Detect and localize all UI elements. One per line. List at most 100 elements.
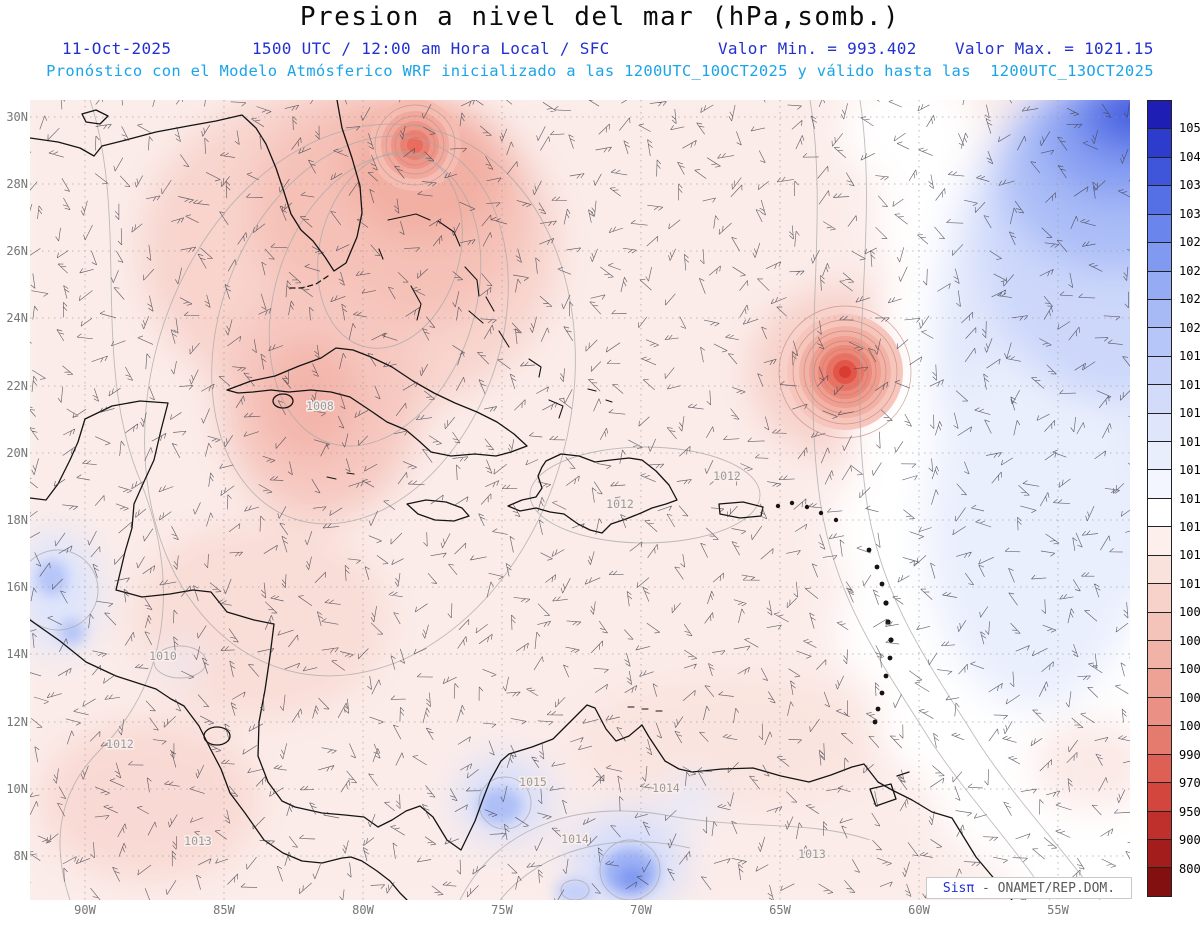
contour-label-layer: 1008 1010 1012 1012 1012 1013 1015 1014 1014 1013 [105, 398, 828, 863]
colorbar [1147, 100, 1172, 897]
contour-value-label: 1015 [519, 775, 547, 789]
colorbar-cell [1148, 555, 1171, 585]
isla-juventud [272, 393, 294, 409]
contour-value-label: 1012 [713, 469, 741, 483]
colorbar-cell [1148, 754, 1171, 784]
colorbar-cell [1148, 214, 1171, 244]
lat-tick-label: 26N [6, 244, 28, 258]
colorbar-tick-label: 1050 [1179, 121, 1200, 136]
lake-pontchartrain [81, 109, 109, 125]
pressure-shading-layer [30, 100, 1130, 900]
colorbar-tick-label: 970 [1179, 776, 1200, 791]
cyclone-east-symbol [778, 305, 912, 439]
colorbar-tick-label: 1000 [1179, 719, 1200, 734]
colorbar-cell [1148, 783, 1171, 812]
colorbar-cell [1148, 328, 1171, 357]
colorbar-tick-label: 1017 [1179, 406, 1200, 421]
colorbar-tick-label: 1008 [1179, 605, 1200, 620]
colorbar-tick-label: 1035 [1179, 178, 1200, 193]
coast-campeche [30, 418, 86, 501]
lat-tick-label: 20N [6, 446, 28, 460]
lon-tick-label: 90W [74, 903, 96, 917]
colorbar-cell [1148, 498, 1171, 528]
contour-value-label: 1008 [306, 399, 334, 413]
value-max-label: Valor Max. = 1021.15 [955, 39, 1154, 58]
contour-value-label: 1014 [561, 832, 589, 846]
coastline-layer [30, 100, 1013, 900]
colorbar-cell [1148, 385, 1171, 414]
contour-value-label: 1014 [652, 781, 680, 795]
lat-tick-label: 24N [6, 311, 28, 325]
colorbar-cell [1148, 584, 1171, 613]
lon-tick-label: 65W [769, 903, 791, 917]
colorbar-cell [1148, 527, 1171, 556]
colorbar-cell [1148, 470, 1171, 499]
colorbar-cell [1148, 868, 1171, 896]
coast-puerto-rico [718, 501, 764, 519]
colorbar-tick-label: 950 [1179, 804, 1200, 819]
lat-tick-label: 10N [6, 782, 28, 796]
valid-time-info: 1500 UTC / 12:00 am Hora Local / SFC [252, 39, 610, 58]
colorbar-tick-label: 1019 [1179, 349, 1200, 364]
forecast-description: Pronóstico con el Modelo Atmósferico WRF… [46, 62, 1154, 80]
colorbar-cell [1148, 157, 1171, 187]
abc-islands [627, 706, 663, 712]
colorbar-tick-label: 1006 [1179, 633, 1200, 648]
coast-gulf-florida [30, 100, 363, 272]
contour-value-label: 1012 [106, 737, 134, 751]
valid-date: 11-Oct-2025 [62, 39, 172, 58]
lat-tick-label: 16N [6, 580, 28, 594]
lon-tick-label: 75W [491, 903, 513, 917]
colorbar-tick-label: 1004 [1179, 662, 1200, 677]
colorbar-tick-label: 1015 [1179, 463, 1200, 478]
contour-value-label: 1012 [606, 497, 634, 511]
colorbar-tick-label: 1010 [1179, 576, 1200, 591]
wind-barbs-path [30, 100, 1130, 900]
colorbar-tick-label: 1025 [1179, 263, 1200, 278]
contour-value-label: 1013 [798, 847, 826, 861]
coast-jamaica [406, 499, 470, 522]
page-title: Presion a nivel del mar (hPa,somb.) [299, 2, 901, 32]
colorbar-cell [1148, 697, 1171, 727]
colorbar-tick-label: 1040 [1179, 149, 1200, 164]
coast-hispaniola [507, 453, 678, 534]
colorbar-tick-label: 1016 [1179, 434, 1200, 449]
colorbar-tick-label: 1022 [1179, 292, 1200, 307]
florida-keys [287, 275, 329, 289]
attribution-brand: Sisπ [942, 880, 975, 896]
colorbar-cell [1148, 243, 1171, 272]
cayman-islands [326, 472, 355, 480]
colorbar-tick-label: 1002 [1179, 690, 1200, 705]
lat-tick-label: 18N [6, 513, 28, 527]
value-min-label: Valor Min. = 993.402 [718, 39, 917, 58]
colorbar-cell [1148, 129, 1171, 158]
grid-layer [30, 100, 1130, 900]
colorbar-cell [1148, 839, 1171, 869]
lat-tick-label: 14N [6, 647, 28, 661]
colorbar-cell [1148, 669, 1171, 698]
lon-tick-label: 80W [352, 903, 374, 917]
lake-nicaragua [203, 726, 231, 746]
contour-value-label: 1010 [149, 649, 177, 663]
colorbar-tick-label: 1013 [1179, 519, 1200, 534]
colorbar-tick-label: 990 [1179, 747, 1200, 762]
colorbar-tick-label: 800 [1179, 861, 1200, 876]
lon-tick-label: 60W [908, 903, 930, 917]
colorbar-tick-label: 1014 [1179, 491, 1200, 506]
coast-pacific-central-america [30, 619, 408, 900]
lat-tick-label: 28N [6, 177, 28, 191]
colorbar-cell [1148, 641, 1171, 670]
lon-tick-label: 70W [630, 903, 652, 917]
bahamas-islands [378, 213, 613, 419]
colorbar-cell [1148, 356, 1171, 386]
lon-tick-label: 55W [1047, 903, 1069, 917]
colorbar-tick-label: 1028 [1179, 235, 1200, 250]
colorbar-cell [1148, 612, 1171, 642]
lat-tick-label: 22N [6, 379, 28, 393]
lat-tick-label: 8N [13, 849, 28, 863]
colorbar-tick-label: 900 [1179, 833, 1200, 848]
coast-trinidad [869, 771, 910, 807]
contour-value-label: 1013 [184, 834, 212, 848]
colorbar-cell [1148, 811, 1171, 840]
